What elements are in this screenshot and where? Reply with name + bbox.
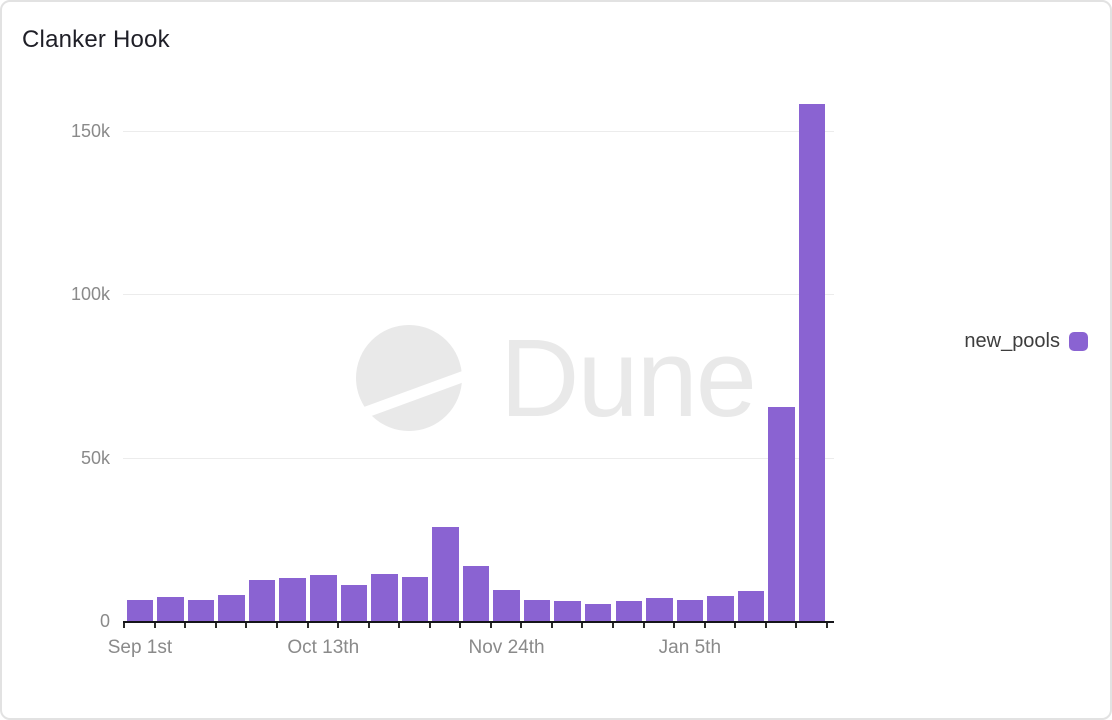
x-axis-tick	[459, 623, 462, 628]
x-axis-tick	[825, 623, 828, 628]
bar[interactable]	[707, 596, 734, 621]
legend-item-new-pools[interactable]: new_pools	[964, 330, 1088, 353]
gridline	[123, 130, 834, 132]
x-axis-tick	[245, 623, 248, 628]
x-axis-tick-label: Jan 5th	[658, 637, 722, 658]
x-axis-tick	[123, 623, 126, 628]
x-axis-tick-label: Sep 1st	[107, 637, 173, 658]
bar[interactable]	[798, 104, 826, 621]
x-axis-tick	[184, 623, 187, 628]
bar[interactable]	[248, 580, 276, 621]
bar[interactable]	[126, 599, 154, 621]
bar[interactable]	[646, 598, 673, 621]
x-axis-tick-label: Oct 13th	[287, 637, 360, 658]
bar[interactable]	[279, 578, 306, 621]
bar[interactable]	[584, 604, 612, 621]
x-axis-tick	[764, 623, 767, 628]
x-axis-tick	[153, 623, 156, 628]
gridline	[123, 457, 834, 459]
x-axis-tick	[642, 623, 645, 628]
bar[interactable]	[218, 595, 245, 621]
bar[interactable]	[157, 597, 184, 621]
x-axis-tick	[214, 623, 217, 628]
x-axis-tick	[673, 623, 676, 628]
dune-logo-icon	[352, 325, 472, 431]
x-axis-tick	[581, 623, 584, 628]
x-axis-tick	[275, 623, 278, 628]
bar[interactable]	[371, 574, 398, 621]
y-axis-tick-label: 100k	[70, 284, 110, 304]
chart-title: Clanker Hook	[22, 26, 170, 53]
bar[interactable]	[768, 406, 795, 621]
x-axis-tick	[520, 623, 523, 628]
bar[interactable]	[187, 600, 215, 621]
bar[interactable]	[432, 527, 459, 621]
bar[interactable]	[462, 566, 490, 621]
bar[interactable]	[615, 600, 642, 621]
x-axis-tick-label: Nov 24th	[468, 637, 545, 658]
x-axis-line	[123, 621, 834, 623]
x-axis-tick	[489, 623, 492, 628]
y-axis-tick-label: 0	[99, 611, 110, 631]
x-axis-tick	[367, 623, 370, 628]
y-axis-tick-label: 50k	[80, 447, 110, 468]
bar[interactable]	[737, 590, 765, 621]
x-axis-tick	[734, 623, 737, 628]
bar[interactable]	[340, 585, 368, 621]
x-axis-tick	[612, 623, 614, 628]
x-axis-tick	[550, 623, 553, 628]
bar[interactable]	[310, 575, 337, 621]
y-axis-tick-label: 150k	[70, 120, 110, 141]
dune-watermark-text: Dune	[500, 317, 757, 440]
x-axis-tick	[428, 623, 431, 628]
legend-swatch	[1069, 332, 1088, 351]
bar[interactable]	[523, 600, 551, 621]
bar[interactable]	[676, 599, 704, 621]
bar[interactable]	[401, 576, 429, 621]
bar[interactable]	[554, 600, 581, 621]
x-axis-tick	[398, 623, 401, 628]
gridline	[123, 294, 834, 295]
x-axis-tick	[337, 623, 340, 628]
x-axis-tick	[795, 623, 798, 628]
x-axis-tick	[306, 623, 309, 628]
legend-label: new_pools	[964, 330, 1060, 352]
bar[interactable]	[493, 590, 520, 621]
x-axis-tick	[703, 623, 706, 628]
